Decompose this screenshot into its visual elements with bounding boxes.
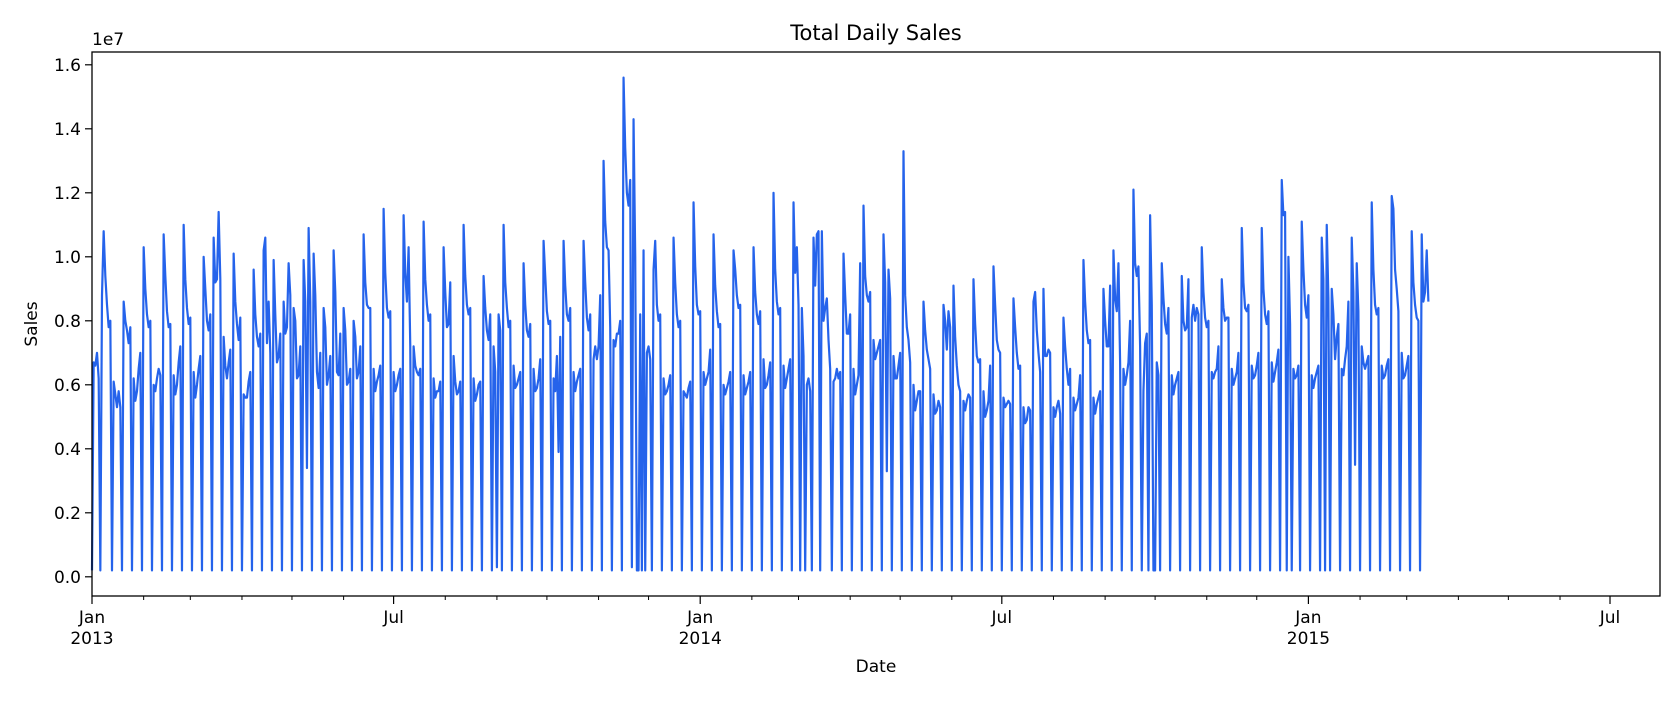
x-tick-label: Jul [382, 608, 404, 628]
y-tick-label: 0.8 [54, 312, 81, 332]
x-tick-label: Jul [1599, 608, 1621, 628]
y-tick-label: 1.0 [54, 248, 81, 268]
y-tick-label: 1.2 [54, 184, 81, 204]
sales-line-series-0 [90, 76, 1430, 572]
x-tick-year-label: 2015 [1287, 629, 1330, 649]
x-tick-label: Jul [991, 608, 1013, 628]
plot-frame [91, 51, 1661, 597]
x-tick-year-label: 2013 [70, 629, 113, 649]
y-axis-label: Sales [22, 301, 42, 346]
x-tick-label: Jan [1294, 608, 1321, 628]
y-tick-label: 0.2 [54, 504, 81, 524]
chart-title: Total Daily Sales [789, 21, 961, 45]
x-axis-label: Date [856, 657, 897, 677]
y-tick-label: 1.6 [54, 56, 81, 76]
y-tick-label: 0.4 [54, 440, 81, 460]
x-tick-label: Jan [686, 608, 713, 628]
y-tick-label: 1.4 [54, 120, 81, 140]
y-axis-offset-label: 1e7 [92, 30, 124, 50]
x-tick-year-label: 2014 [679, 629, 722, 649]
y-tick-label: 0.6 [54, 376, 81, 396]
y-tick-label: 0.0 [54, 568, 81, 588]
series-layer [90, 76, 1430, 572]
x-tick-label: Jan [78, 608, 105, 628]
